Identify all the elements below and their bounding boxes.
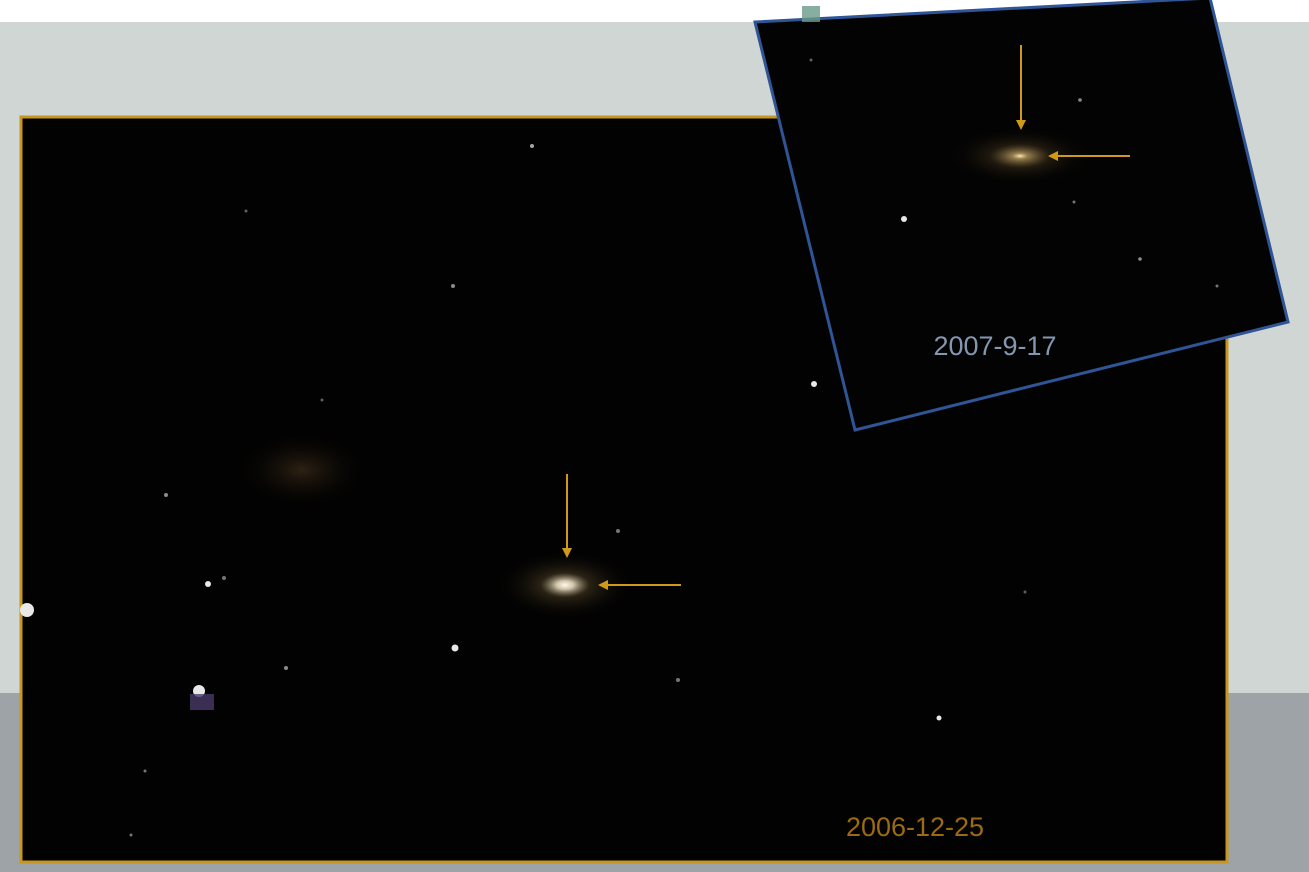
page: 2006-12-25 2007-9-17 (() => { const data… bbox=[0, 0, 1309, 872]
date-label: 2007-9-17 bbox=[933, 331, 1056, 361]
galaxy bbox=[232, 430, 372, 510]
artifact bbox=[190, 694, 214, 710]
date-label: 2006-12-25 bbox=[846, 812, 984, 842]
slide: 2006-12-25 2007-9-17 bbox=[0, 0, 1309, 872]
artifact bbox=[802, 6, 820, 22]
